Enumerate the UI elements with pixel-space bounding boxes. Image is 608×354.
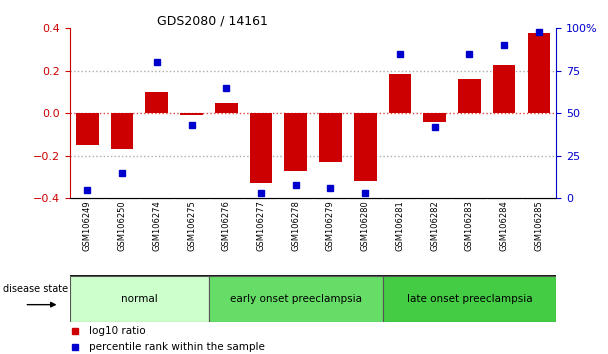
Text: GSM106284: GSM106284	[500, 201, 509, 251]
Text: percentile rank within the sample: percentile rank within the sample	[89, 342, 265, 352]
Text: GSM106249: GSM106249	[83, 201, 92, 251]
Text: GSM106280: GSM106280	[361, 201, 370, 251]
Text: GSM106279: GSM106279	[326, 201, 335, 251]
Bar	[423, 113, 446, 122]
Bar	[382, 276, 556, 322]
Text: log10 ratio: log10 ratio	[89, 326, 146, 336]
Bar	[215, 103, 238, 113]
Text: normal: normal	[121, 294, 158, 304]
Bar	[111, 113, 133, 149]
Bar	[145, 92, 168, 113]
Text: GSM106274: GSM106274	[152, 201, 161, 251]
Bar	[354, 113, 376, 181]
Bar	[285, 113, 307, 171]
Text: GSM106285: GSM106285	[534, 201, 544, 251]
Text: GSM106276: GSM106276	[222, 201, 231, 251]
Text: GSM106275: GSM106275	[187, 201, 196, 251]
Text: GSM106277: GSM106277	[257, 201, 266, 251]
Text: GSM106283: GSM106283	[465, 201, 474, 251]
Bar	[389, 74, 411, 113]
Bar	[250, 113, 272, 183]
Text: GSM106250: GSM106250	[117, 201, 126, 251]
Text: GSM106281: GSM106281	[395, 201, 404, 251]
Bar	[180, 113, 203, 115]
Text: GSM106278: GSM106278	[291, 201, 300, 251]
Text: early onset preeclampsia: early onset preeclampsia	[230, 294, 362, 304]
Bar	[76, 113, 98, 145]
Bar	[528, 33, 550, 113]
Text: disease state: disease state	[4, 284, 69, 294]
Bar	[209, 276, 382, 322]
Bar	[458, 79, 481, 113]
Text: late onset preeclampsia: late onset preeclampsia	[407, 294, 532, 304]
Bar	[70, 276, 209, 322]
Bar	[493, 65, 516, 113]
Text: GSM106282: GSM106282	[430, 201, 439, 251]
Text: GDS2080 / 14161: GDS2080 / 14161	[157, 14, 268, 27]
Bar	[319, 113, 342, 162]
